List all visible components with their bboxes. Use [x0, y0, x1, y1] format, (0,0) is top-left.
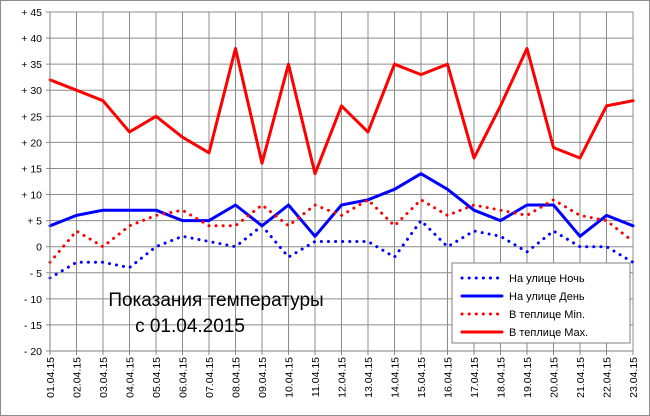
- y-tick-label: + 45: [21, 7, 42, 19]
- legend-label: В теплице Max.: [509, 327, 588, 339]
- x-tick-label: 04.04.15: [125, 357, 137, 398]
- x-tick-label: 22.04.15: [602, 357, 614, 398]
- legend-label: В теплице Min.: [509, 309, 585, 321]
- annotation-line-2: с 01.04.2015: [135, 316, 245, 337]
- series-line-3: [48, 198, 635, 264]
- legend-label: На улице День: [509, 291, 585, 303]
- x-tick-label: 12.04.15: [337, 357, 349, 398]
- x-tick-label: 05.04.15: [151, 357, 163, 398]
- x-tick-label: 01.04.15: [45, 357, 57, 398]
- x-tick-label: 20.04.15: [549, 357, 561, 398]
- x-tick-label: 02.04.15: [72, 357, 84, 398]
- legend: На улице Ночь На улице День В теплице Min.…: [451, 262, 631, 344]
- x-tick-label: 06.04.15: [178, 357, 190, 398]
- annotation: Показания температуры с 01.04.2015: [108, 290, 323, 337]
- x-tick-label: 03.04.15: [98, 357, 110, 398]
- x-tick-label: 14.04.15: [390, 357, 402, 398]
- y-tick-label: + 30: [21, 85, 42, 97]
- y-tick-label: + 5: [27, 216, 42, 228]
- x-tick-label: 19.04.15: [522, 357, 534, 398]
- series-line-4: [48, 47, 635, 176]
- y-tick-label: + 20: [21, 137, 42, 149]
- annotation-line-1: Показания температуры: [108, 290, 323, 311]
- y-tick-label: - 5: [30, 268, 42, 280]
- x-tick-label: 21.04.15: [575, 357, 587, 398]
- x-tick-label: 15.04.15: [416, 357, 428, 398]
- y-tick-label: + 35: [21, 59, 42, 71]
- y-tick-label: - 20: [24, 346, 42, 358]
- legend-box: [451, 262, 631, 344]
- y-tick-label: - 15: [24, 320, 42, 332]
- legend-label: На улице Ночь: [509, 273, 585, 285]
- x-tick-label: 08.04.15: [231, 357, 243, 398]
- y-tick-label: + 25: [21, 111, 42, 123]
- x-tick-label: 13.04.15: [363, 357, 375, 398]
- x-tick-label: 16.04.15: [443, 357, 455, 398]
- y-tick-label: + 10: [21, 190, 42, 202]
- x-tick-label: 07.04.15: [204, 357, 216, 398]
- x-tick-label: 11.04.15: [310, 357, 322, 397]
- grid: [49, 11, 634, 352]
- x-tick-label: 18.04.15: [496, 357, 508, 398]
- y-tick-label: 0: [36, 242, 42, 254]
- x-tick-label: 10.04.15: [284, 357, 296, 398]
- series-line-1: [48, 219, 635, 280]
- x-tick-label: 09.04.15: [257, 357, 269, 398]
- y-tick-label: + 40: [21, 33, 42, 45]
- y-tick-label: + 15: [21, 163, 42, 175]
- series-line-2: [48, 172, 635, 238]
- x-tick-label: 17.04.15: [469, 357, 481, 398]
- axes: - 20 - 15 - 10 - 5 0 + 5 + 10 + 15 + 20 + 25 + 30 +…: [21, 7, 640, 398]
- y-tick-label: - 10: [24, 294, 42, 306]
- x-tick-label: 23.04.15: [628, 357, 640, 398]
- series-lines: [48, 47, 635, 280]
